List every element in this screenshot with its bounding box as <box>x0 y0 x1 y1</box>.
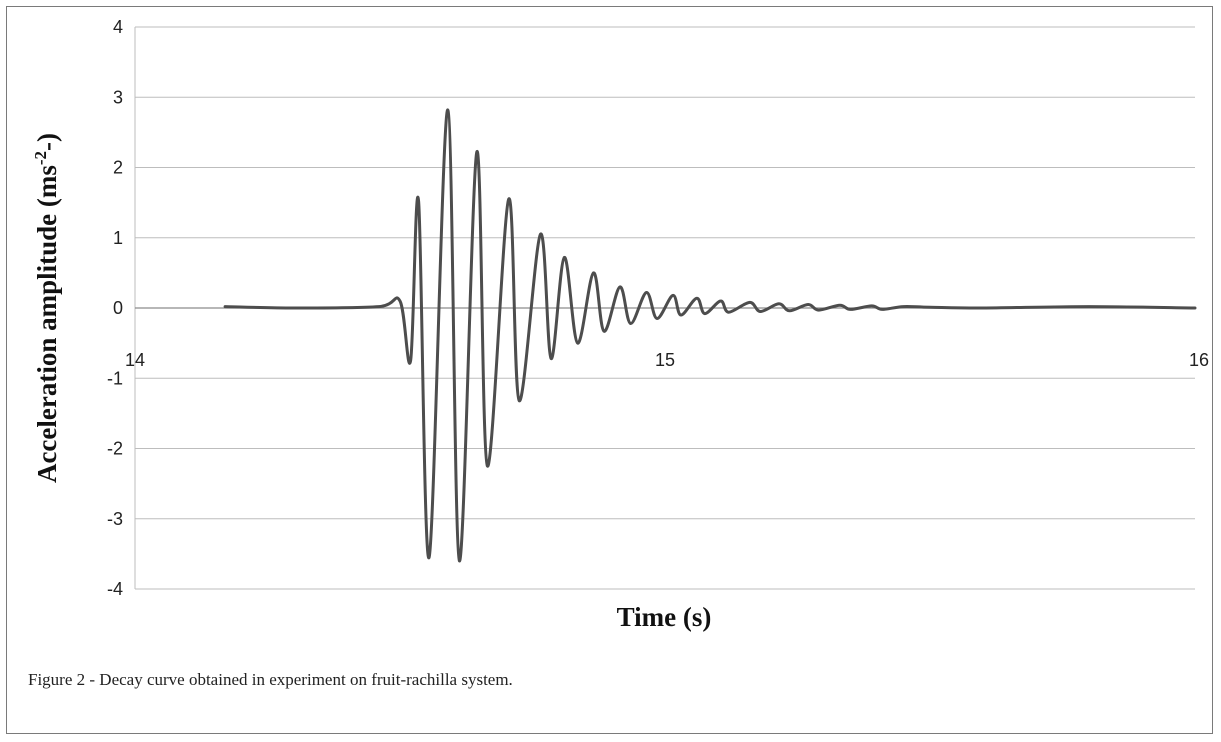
series-line <box>223 108 1197 563</box>
y-axis-title-main: Acceleration amplitude (ms <box>32 165 62 483</box>
figure-frame <box>6 6 1213 734</box>
x-axis-title: Time (s) <box>617 602 712 632</box>
y-axis-title-end: -) <box>32 133 62 151</box>
figure-caption: Figure 2 - Decay curve obtained in exper… <box>28 670 513 689</box>
x-tick-labels: 14 15 16 <box>125 350 1209 370</box>
y-tick-label: 3 <box>113 87 123 107</box>
y-axis-title-sup: -2 <box>31 151 50 165</box>
y-axis-title: Acceleration amplitude (ms-2-) <box>31 133 62 483</box>
x-tick-label: 16 <box>1189 350 1209 370</box>
y-tick-labels: 4 3 2 1 0 -1 -2 -3 -4 <box>107 17 123 599</box>
y-tick-label: 4 <box>113 17 123 37</box>
y-tick-label: -2 <box>107 439 123 459</box>
y-tick-label: 0 <box>113 298 123 318</box>
y-tick-label: -1 <box>107 368 123 388</box>
y-tick-label: 1 <box>113 228 123 248</box>
x-tick-label: 14 <box>125 350 145 370</box>
y-tick-label: -4 <box>107 579 123 599</box>
y-tick-label: -3 <box>107 509 123 529</box>
x-tick-label: 15 <box>655 350 675 370</box>
y-tick-label: 2 <box>113 158 123 178</box>
